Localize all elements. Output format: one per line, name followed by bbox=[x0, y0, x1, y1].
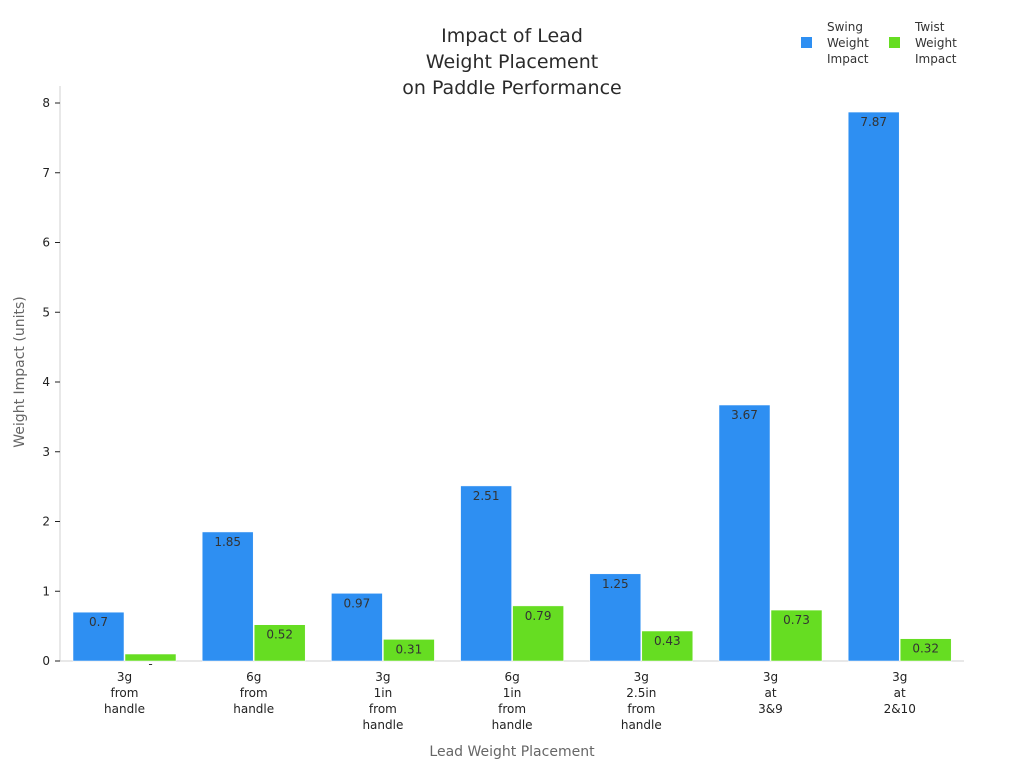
x-tick-label: handle bbox=[492, 718, 533, 732]
data-label: 3.67 bbox=[731, 408, 758, 422]
swing-weight-bar bbox=[847, 111, 900, 662]
twist-weight-bar bbox=[770, 609, 823, 662]
y-tick-label: 5 bbox=[42, 305, 50, 319]
swing-weight-bar bbox=[331, 593, 383, 662]
x-tick-label: 3g bbox=[892, 670, 907, 684]
chart-title-line: Weight Placement bbox=[426, 51, 598, 73]
x-tick-label: at bbox=[764, 686, 776, 700]
data-labels: 0.7 1.85 0.97 2.51 1.25 3.67 7.87 - 0.52 0.31 0.79… bbox=[89, 115, 939, 671]
legend-label: Swing bbox=[827, 20, 863, 34]
x-tick-label: 2.5in bbox=[626, 686, 656, 700]
twist-weight-bar bbox=[641, 630, 694, 662]
legend: Swing Weight Impact Twist Weight Impact bbox=[801, 20, 957, 66]
x-tick-label: 3g bbox=[634, 670, 649, 684]
data-label: 0.79 bbox=[525, 609, 552, 623]
y-axis-label: Weight Impact (units) bbox=[12, 296, 28, 447]
data-label: 1.25 bbox=[602, 577, 629, 591]
data-label: 0.7 bbox=[89, 615, 108, 629]
swing-weight-bar bbox=[201, 531, 254, 662]
x-tick-label: from bbox=[111, 686, 139, 700]
swing-weight-bar bbox=[72, 611, 125, 662]
legend-label: Weight bbox=[915, 36, 957, 50]
legend-label: Impact bbox=[827, 52, 869, 66]
y-tick-label: 4 bbox=[42, 375, 50, 389]
twist-weight-bar bbox=[899, 638, 952, 662]
x-tick-label: 6g bbox=[504, 670, 519, 684]
x-tick-label: 6g bbox=[246, 670, 261, 684]
data-label: 0.32 bbox=[912, 642, 939, 656]
x-tick-label: handle bbox=[621, 718, 662, 732]
bars bbox=[72, 111, 952, 662]
twist-weight-bar bbox=[253, 624, 306, 662]
x-tick-label: from bbox=[240, 686, 268, 700]
axes: 0 1 2 3 4 5 6 7 8 3g from handle 6g from handle 3g 1in fr… bbox=[42, 86, 964, 732]
x-tick-label: 3g bbox=[117, 670, 132, 684]
x-tick-label: 3g bbox=[375, 670, 390, 684]
x-tick-label: 2&10 bbox=[884, 702, 916, 716]
swing-weight-bar bbox=[460, 485, 512, 662]
x-tick-label: 1in bbox=[503, 686, 522, 700]
legend-label: Weight bbox=[827, 36, 869, 50]
chart-title: Impact of Lead Weight Placement on Paddle … bbox=[402, 25, 621, 99]
x-tick-label: 1in bbox=[374, 686, 393, 700]
x-tick-label: handle bbox=[362, 718, 403, 732]
x-tick-label: from bbox=[498, 702, 526, 716]
x-tick-label: at bbox=[894, 686, 906, 700]
x-tick-label: handle bbox=[233, 702, 274, 716]
data-label: 0.73 bbox=[783, 613, 810, 627]
x-tick-label: from bbox=[627, 702, 655, 716]
x-tick-label: from bbox=[369, 702, 397, 716]
data-label: - bbox=[148, 657, 152, 671]
chart-title-line: Impact of Lead bbox=[441, 25, 583, 47]
y-tick-label: 3 bbox=[42, 445, 50, 459]
legend-label: Twist bbox=[914, 20, 945, 34]
data-label: 0.52 bbox=[266, 628, 293, 642]
x-tick-label: 3g bbox=[763, 670, 778, 684]
x-tick-label: 3&9 bbox=[758, 702, 783, 716]
y-tick-label: 7 bbox=[42, 166, 50, 180]
data-label: 1.85 bbox=[214, 535, 241, 549]
data-label: 0.31 bbox=[396, 642, 423, 656]
y-tick-label: 6 bbox=[42, 236, 50, 250]
legend-swatch bbox=[801, 37, 812, 48]
chart-title-line: on Paddle Performance bbox=[402, 77, 621, 99]
swing-weight-bar bbox=[718, 404, 771, 662]
swing-weight-bar bbox=[589, 573, 642, 662]
x-axis-label: Lead Weight Placement bbox=[429, 744, 595, 760]
data-label: 2.51 bbox=[473, 489, 500, 503]
x-tick-label: handle bbox=[104, 702, 145, 716]
y-tick-label: 2 bbox=[42, 515, 50, 529]
data-label: 0.97 bbox=[344, 596, 371, 610]
twist-weight-bar bbox=[383, 639, 435, 662]
twist-weight-bar bbox=[512, 605, 564, 662]
twist-weight-bar bbox=[124, 653, 177, 662]
legend-swatch bbox=[889, 37, 900, 48]
y-tick-label: 8 bbox=[42, 96, 50, 110]
data-label: 7.87 bbox=[860, 115, 887, 129]
y-tick-label: 0 bbox=[42, 654, 50, 668]
legend-label: Impact bbox=[915, 52, 957, 66]
y-tick-label: 1 bbox=[42, 584, 50, 598]
data-label: 0.43 bbox=[654, 634, 681, 648]
